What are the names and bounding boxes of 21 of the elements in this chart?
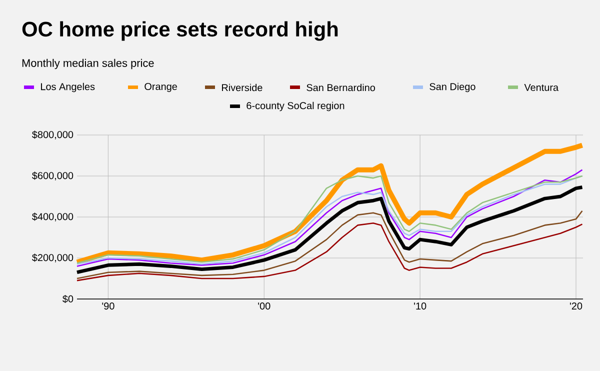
legend-label: Los Angeles: [41, 82, 95, 92]
line-series: [75, 186, 584, 274]
y-tick-label: $800,000: [32, 130, 74, 140]
y-tick-label: $400,000: [32, 212, 74, 222]
x-tick-label: '10: [414, 302, 426, 310]
legend-label: 6-county SoCal region: [246, 102, 344, 112]
legend-label: San Diego: [430, 82, 476, 92]
y-tick-label: $200,000: [32, 254, 74, 262]
y-tick-label: $600,000: [32, 172, 74, 180]
x-tick-label: '90: [102, 302, 114, 310]
line-series: [76, 210, 583, 280]
line-series: [74, 142, 585, 265]
legend-label: Ventura: [524, 84, 559, 91]
legend-label: Orange: [144, 82, 177, 92]
chart-title: OC home price sets record high: [22, 21, 338, 41]
x-tick-label: '00: [258, 302, 270, 310]
chart-subtitle: Monthly median sales price: [22, 58, 154, 70]
y-tick-label: $0: [62, 294, 74, 304]
legend-label: San Bernardino: [306, 84, 375, 92]
x-tick-label: '20: [570, 302, 582, 310]
legend-label: Riverside: [222, 84, 262, 92]
